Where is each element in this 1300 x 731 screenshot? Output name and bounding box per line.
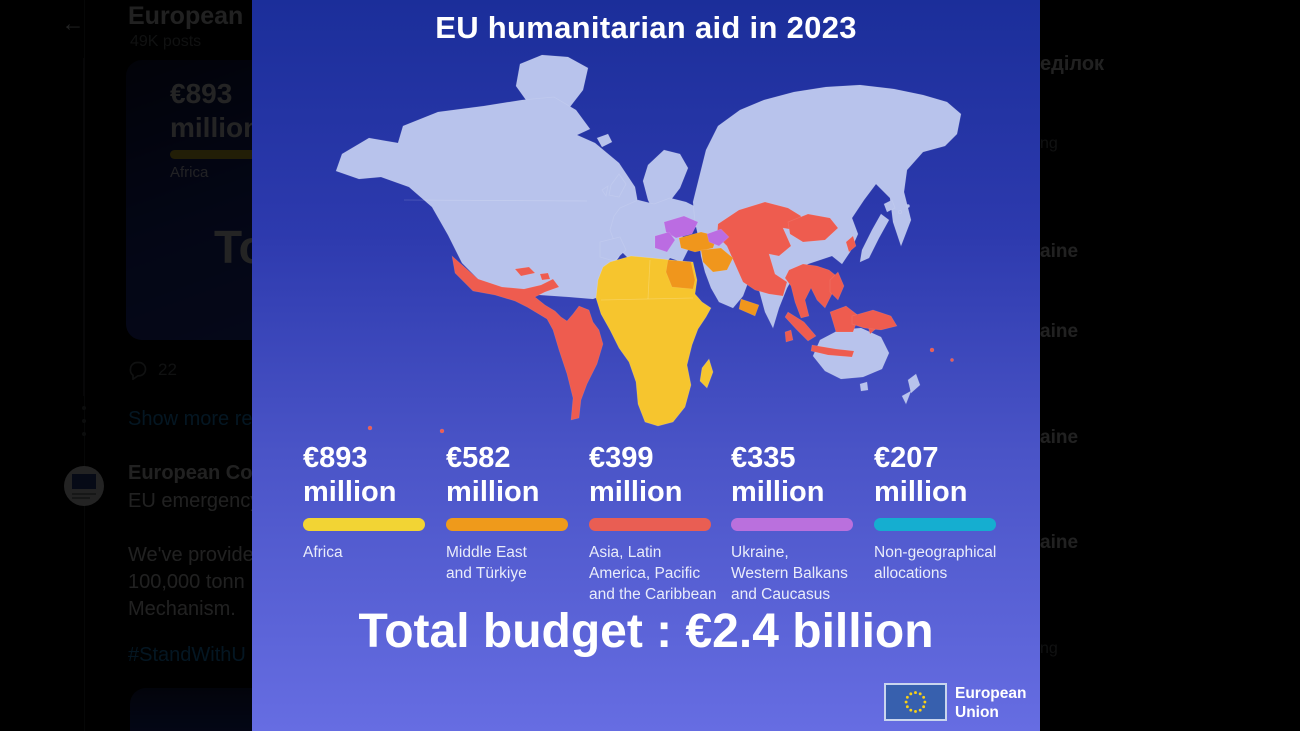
legend-unit: million bbox=[446, 476, 540, 508]
legend-bar bbox=[731, 518, 853, 531]
legend-bar bbox=[874, 518, 996, 531]
map-region-ukraine bbox=[654, 215, 730, 253]
legend-bar bbox=[446, 518, 568, 531]
legend-item-ukraine: €335 million Ukraine, Western Balkans an… bbox=[731, 441, 871, 605]
legend-amount: €399 bbox=[589, 442, 654, 474]
eu-logo-text: European Union bbox=[955, 684, 1026, 722]
legend-bar bbox=[589, 518, 711, 531]
eu-flag-logo bbox=[884, 683, 947, 721]
eu-logo-line2: Union bbox=[955, 704, 999, 721]
legend-amount: €335 bbox=[731, 442, 796, 474]
legend-amount: €893 bbox=[303, 442, 368, 474]
legend-amount: €582 bbox=[446, 442, 511, 474]
legend-amount: €207 bbox=[874, 442, 939, 474]
eu-logo-line1: European bbox=[955, 685, 1027, 702]
lightbox-image[interactable]: EU humanitarian aid in 2023 bbox=[252, 0, 1040, 731]
total-budget: Total budget : €2.4 billion bbox=[358, 605, 934, 658]
legend-item-middle-east: €582 million Middle East and Türkiye bbox=[446, 441, 586, 584]
legend-item-africa: €893 million Africa bbox=[303, 441, 443, 563]
legend-unit: million bbox=[731, 476, 825, 508]
eu-stars-icon bbox=[904, 691, 927, 713]
legend-bar bbox=[303, 518, 425, 531]
legend-label: Non-geographical allocations bbox=[874, 544, 997, 582]
infographic-title: EU humanitarian aid in 2023 bbox=[435, 10, 857, 45]
legend-unit: million bbox=[589, 476, 683, 508]
legend-label: Middle East and Türkiye bbox=[446, 544, 527, 582]
legend-item-asia-latam: €399 million Asia, Latin America, Pacifi… bbox=[589, 441, 729, 605]
map-region-middle-east bbox=[665, 231, 760, 317]
world-map bbox=[335, 54, 962, 434]
legend-unit: million bbox=[874, 476, 968, 508]
legend-label: Asia, Latin America, Pacific and the Car… bbox=[589, 544, 717, 603]
legend-item-non-geo: €207 million Non-geographical allocation… bbox=[874, 441, 1014, 584]
map-region-asia-latam bbox=[367, 201, 954, 434]
map-region-africa bbox=[595, 255, 714, 427]
legend-label: Ukraine, Western Balkans and Caucasus bbox=[731, 544, 848, 603]
legend-unit: million bbox=[303, 476, 397, 508]
legend-label: Africa bbox=[303, 544, 343, 561]
